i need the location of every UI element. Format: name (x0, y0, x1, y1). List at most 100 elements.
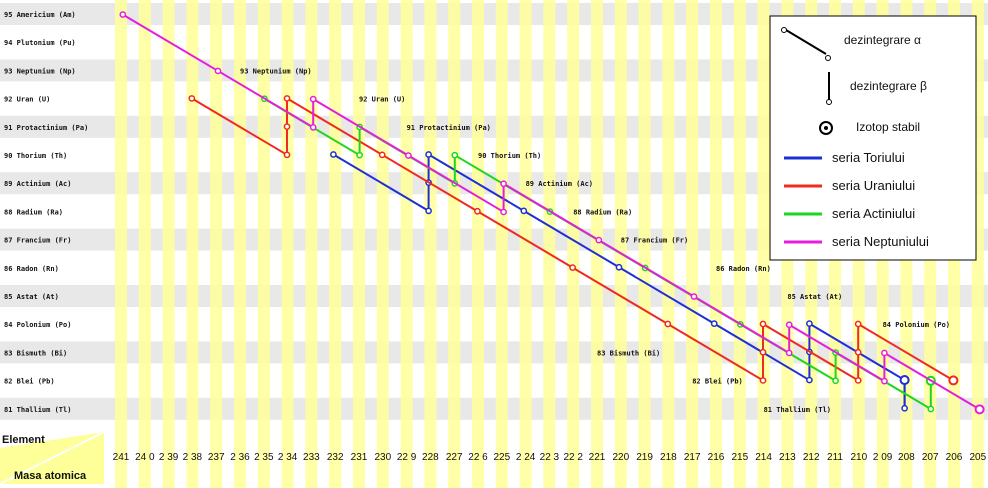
inline-element-label: 88 Radium (Ra) (573, 208, 632, 216)
isotope-node (356, 151, 363, 159)
decay-step (332, 153, 430, 212)
mass-tick-label: 225 (493, 452, 510, 463)
mass-column-band (138, 0, 151, 488)
mass-tick-label: 2 24 (516, 452, 536, 463)
decay-step (572, 266, 669, 325)
isotope-node (378, 151, 386, 159)
mass-tick-label: 212 (803, 452, 820, 463)
isotope-node (806, 376, 813, 384)
corner-axis-label: Element Masa atomica (0, 431, 105, 485)
mass-tick-label: 231 (351, 452, 368, 463)
mass-column-band (614, 0, 627, 488)
alpha-start-icon (781, 27, 787, 33)
decay-step (503, 182, 600, 242)
element-label: 89 Actinium (Ac) (4, 180, 71, 188)
element-label: 90 Thorium (Th) (4, 152, 67, 160)
decay-step (693, 295, 790, 354)
inline-element-label: 89 Actinium (Ac) (526, 180, 593, 188)
decay-step (762, 323, 859, 382)
mass-column-band (710, 0, 722, 488)
isotope-node (283, 95, 291, 102)
stable-label: Izotop stabil (856, 120, 920, 134)
element-label: 91 Protactinium (Pa) (4, 124, 88, 132)
mass-tick-label: 228 (422, 452, 439, 463)
decay-step (667, 323, 764, 382)
chain-3 (119, 11, 985, 415)
mass-tick-label: 22 6 (468, 452, 488, 463)
isotope-node (759, 320, 767, 328)
mass-tick-label: 230 (374, 452, 391, 463)
mass-tick-label: 241 (113, 452, 130, 463)
inline-element-label: 90 Thorium (Th) (478, 152, 541, 160)
inline-element-label: 92 Uran (U) (359, 96, 405, 104)
inline-element-label: 87 Francium (Fr) (621, 237, 688, 245)
beta-start-icon (826, 99, 832, 105)
mass-column-band (662, 0, 675, 488)
inline-element-label: 93 Neptunium (Np) (240, 67, 312, 75)
mass-tick-label: 24 0 (135, 452, 155, 463)
isotope-node (901, 404, 908, 412)
mass-tick-label: 205 (969, 452, 986, 463)
isotope-node (759, 377, 767, 384)
mass-column-band (329, 0, 342, 488)
element-label: 83 Bismuth (Bi) (4, 349, 67, 357)
decay-step (122, 13, 219, 72)
element-label: 88 Radium (Ra) (4, 208, 63, 216)
element-label: 84 Polonium (Po) (4, 321, 71, 329)
inline-element-label: 82 Blei (Pb) (692, 378, 743, 386)
isotope-node (854, 320, 862, 328)
isotope-node (927, 405, 935, 413)
decay-step (407, 154, 505, 213)
mass-tick-label: 22 9 (397, 452, 417, 463)
mass-tick-label: 215 (731, 452, 748, 463)
stable-isotope (974, 404, 985, 415)
isotope-node (451, 151, 459, 159)
legend-series-label: seria Actiniului (832, 206, 915, 221)
isotope-node (881, 377, 888, 385)
mass-column-band (686, 0, 699, 488)
inline-labels: 93 Neptunium (Np) 92 Uran (U) 91 Protactin… (240, 67, 950, 413)
alpha-label: dezintegrare α (844, 33, 921, 47)
decay-step (788, 323, 885, 383)
element-label: 85 Astat (At) (4, 293, 59, 301)
isotope-node (854, 377, 862, 384)
mass-column-band (591, 0, 603, 488)
mass-column-band (115, 0, 127, 488)
decay-step (428, 153, 525, 212)
mass-tick-label: 2 36 (230, 452, 250, 463)
mass-column-band (543, 0, 556, 488)
isotope-node (330, 151, 337, 158)
mass-tick-label: 2 09 (873, 452, 893, 463)
mass-column-band (281, 0, 294, 488)
element-label: 87 Francium (Fr) (4, 237, 71, 245)
isotope-node (806, 320, 813, 328)
chain-1 (188, 95, 959, 386)
mass-tick-label: 237 (208, 452, 225, 463)
decay-step (381, 153, 478, 213)
isotope-node (500, 180, 507, 188)
mass-column-band (638, 0, 651, 488)
inline-element-label: 91 Protactinium (Pa) (407, 124, 491, 132)
mass-tick-label: 206 (946, 452, 963, 463)
isotope-node (759, 348, 767, 356)
inline-element-label: 85 Astat (At) (787, 293, 842, 301)
inline-element-label: 81 Thallium (Tl) (764, 406, 831, 414)
mass-tick-label: 213 (779, 452, 796, 463)
mass-tick-label: 217 (684, 452, 701, 463)
decay-step (523, 209, 620, 269)
corner-diagonal (0, 431, 105, 485)
isotope-node (785, 349, 793, 357)
isotope-node (119, 11, 127, 18)
element-label: 82 Blei (Pb) (4, 378, 55, 386)
isotope-node (832, 377, 839, 385)
mass-column-band (424, 0, 437, 488)
mass-column-band (162, 0, 175, 488)
mass-tick-label: 232 (327, 452, 344, 463)
mass-tick-label: 22 2 (563, 452, 583, 463)
mass-column-band (257, 0, 270, 488)
inline-element-label: 86 Radon (Rn) (716, 265, 771, 273)
isotope-node (615, 263, 623, 271)
mass-column-band (305, 0, 318, 488)
mass-tick-label: 2 39 (159, 452, 179, 463)
